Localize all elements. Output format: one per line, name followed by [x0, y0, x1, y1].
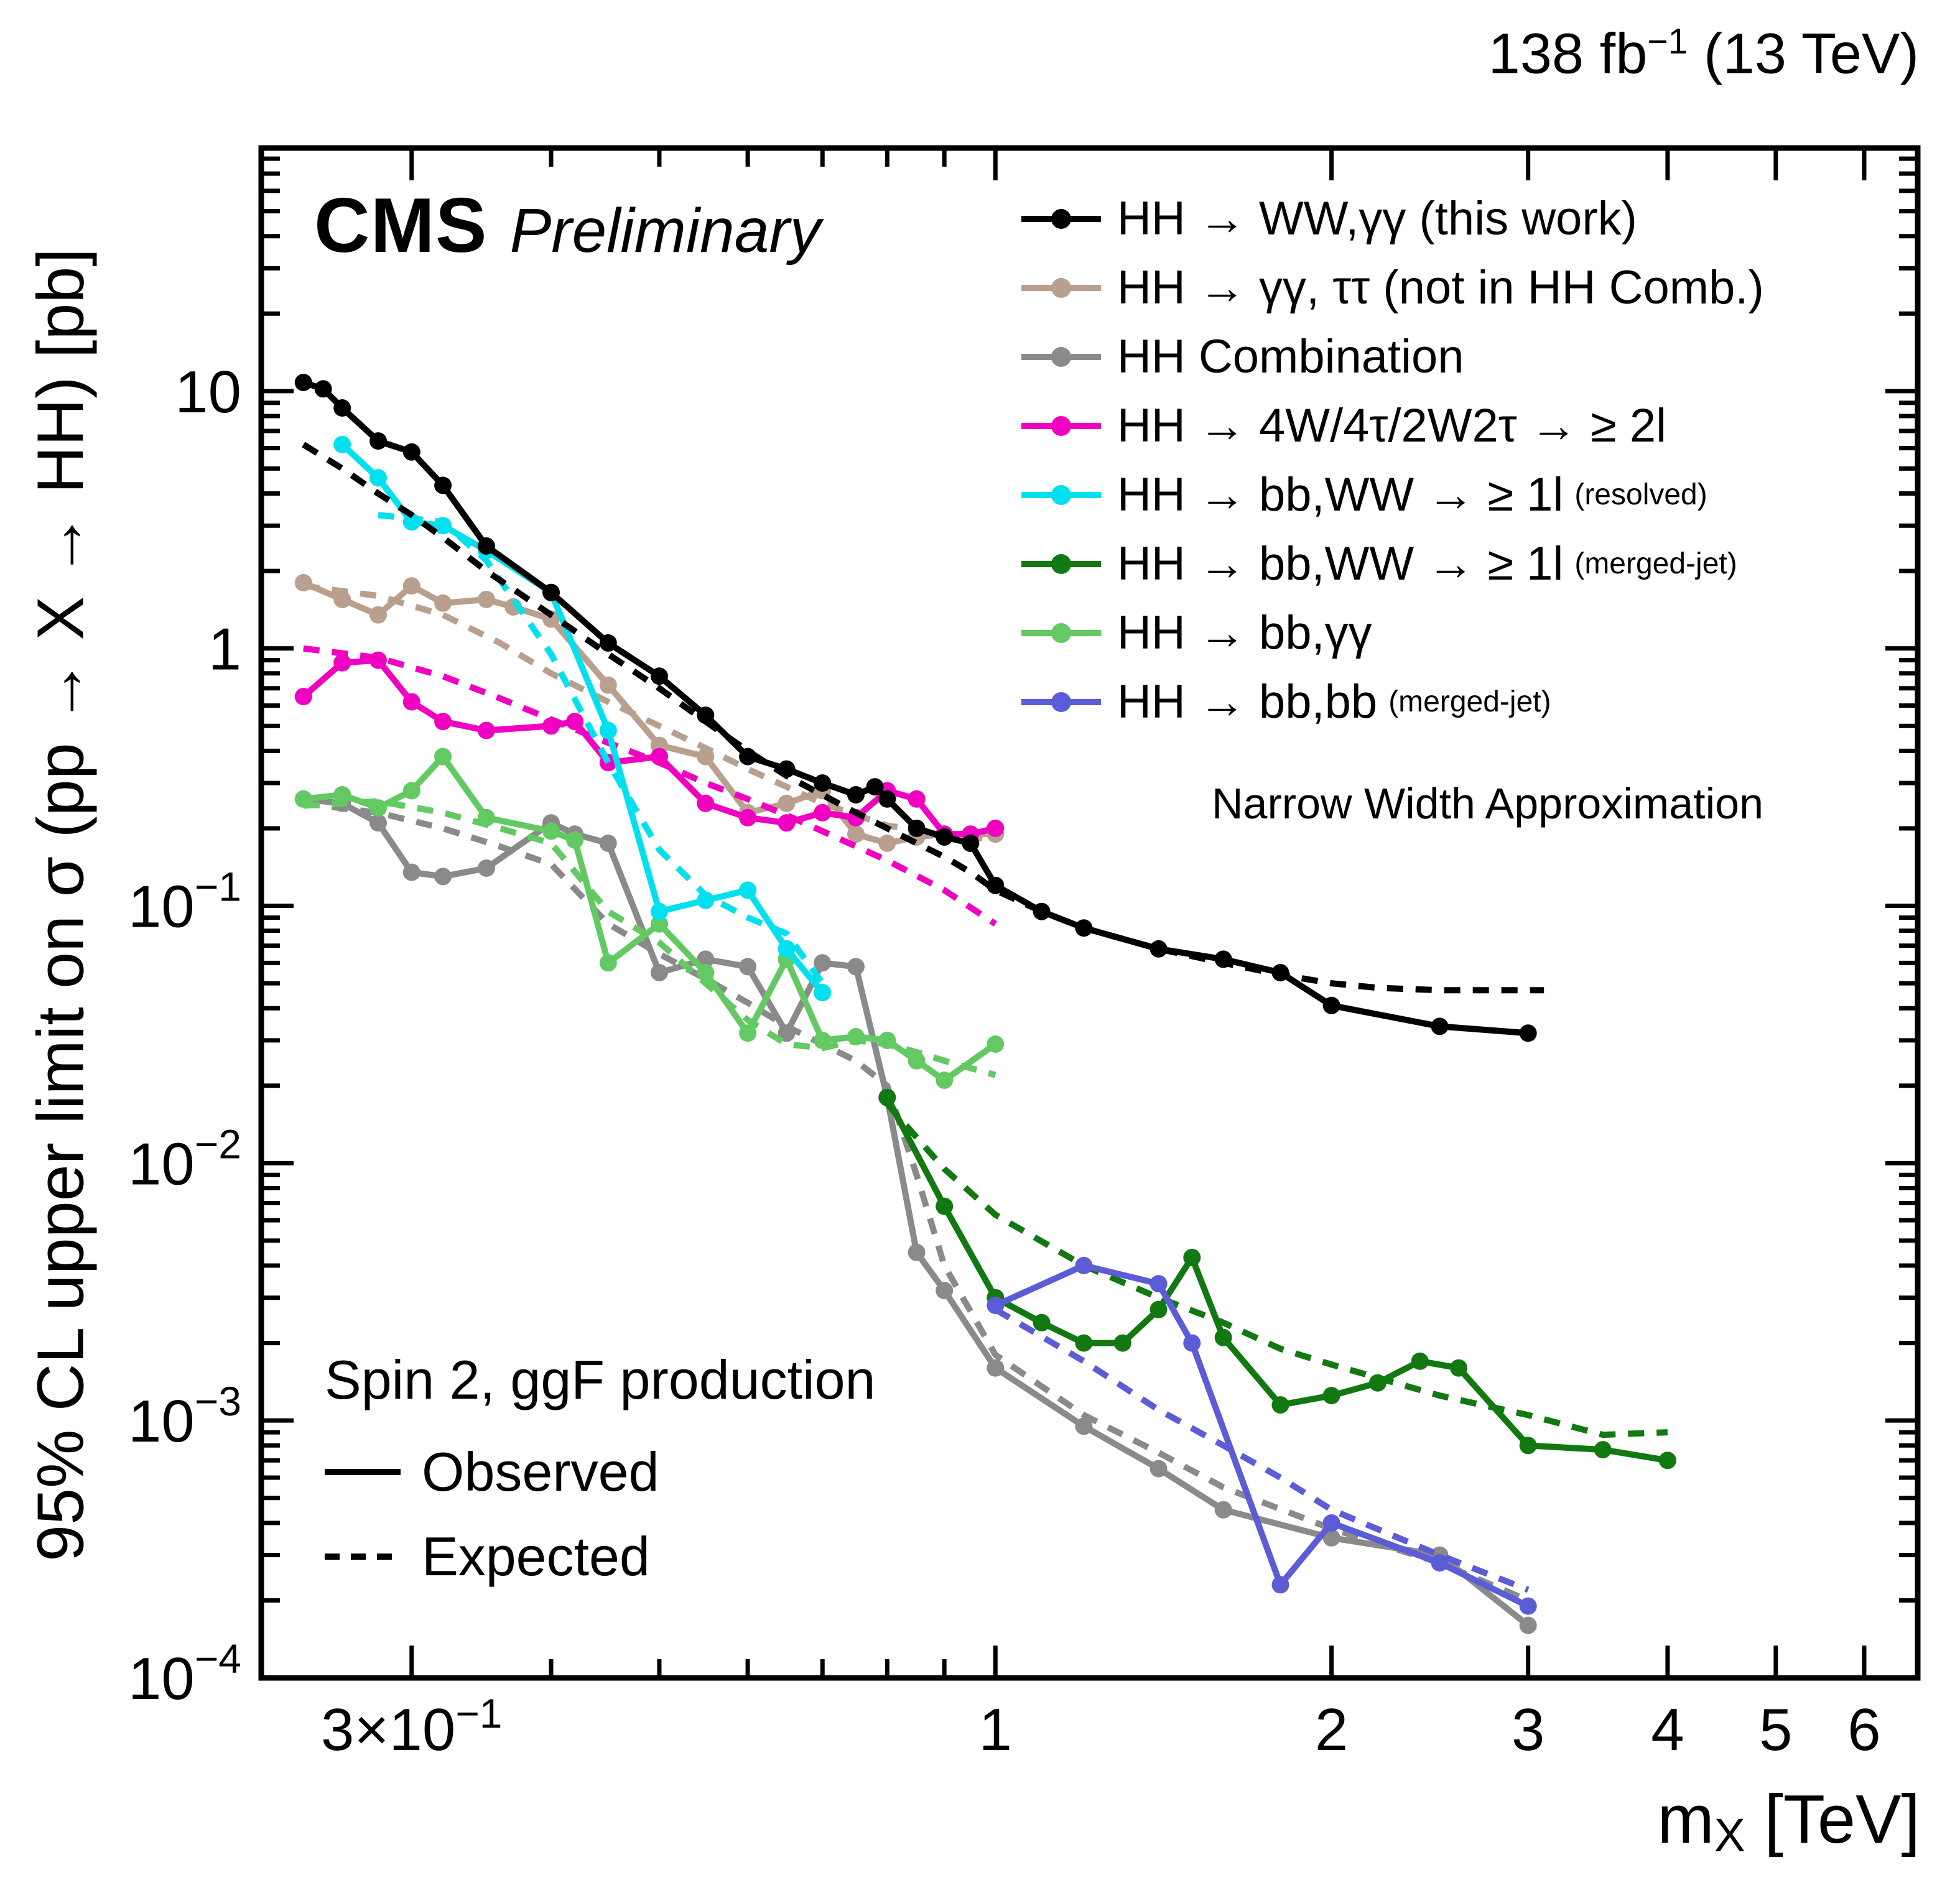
legend-item-note: (merged-jet) — [1574, 547, 1737, 580]
legend-item-label: HH → bb,WW → ≥ 1l — [1117, 537, 1564, 590]
svg-text:10−2: 10−2 — [128, 1121, 241, 1197]
legend-item-label: HH Combination — [1117, 330, 1464, 383]
dashed-line-sample — [325, 1554, 401, 1560]
legend-marker-icon — [1021, 553, 1101, 575]
solid-line-sample — [325, 1469, 401, 1475]
svg-text:5: 5 — [1759, 1697, 1792, 1763]
legend-item: HH → bb,WW → ≥ 1l (merged-jet) — [1021, 529, 1764, 598]
svg-text:3: 3 — [1512, 1697, 1544, 1763]
legend-marker-icon — [1021, 623, 1101, 644]
legend-item: HH → 4W/4τ/2W2τ → ≥ 2l — [1021, 391, 1764, 460]
legend-item-label: HH → bb,γγ — [1117, 606, 1372, 659]
observed-label: Observed — [422, 1441, 659, 1503]
expected-key: Expected — [325, 1525, 650, 1588]
legend-item-label: HH → γγ, ττ (not in HH Comb.) — [1117, 261, 1764, 314]
legend-item: HH → bb,γγ — [1021, 598, 1764, 667]
legend-marker-icon — [1021, 346, 1101, 368]
svg-text:6: 6 — [1847, 1697, 1880, 1763]
x-title-units: [TeV] — [1745, 1781, 1920, 1858]
lumi-pre: 138 fb — [1488, 22, 1648, 86]
lumi-post: (13 TeV) — [1688, 22, 1919, 86]
legend-item: HH → bb,WW → ≥ 1l (resolved) — [1021, 460, 1764, 529]
svg-text:10−4: 10−4 — [128, 1636, 241, 1712]
experiment-title: CMS Preliminary — [314, 182, 821, 270]
svg-text:10−3: 10−3 — [128, 1378, 241, 1455]
spin-hypothesis-label: Spin 2, ggF production — [325, 1349, 876, 1410]
expected-label: Expected — [422, 1526, 650, 1587]
narrow-width-note: Narrow Width Approximation — [1212, 779, 1763, 828]
svg-text:1: 1 — [979, 1697, 1012, 1763]
legend: HH → WW,γγ (this work) HH → γγ, ττ (not i… — [1021, 184, 1764, 736]
legend-item-label: HH → 4W/4τ/2W2τ → ≥ 2l — [1117, 399, 1667, 452]
observed-key: Observed — [325, 1440, 659, 1504]
x-axis-title: mX [TeV] — [1657, 1780, 1920, 1861]
lumi-superscript: −1 — [1647, 22, 1688, 62]
svg-text:10−1: 10−1 — [128, 864, 241, 940]
legend-item-label: HH → bb,WW → ≥ 1l — [1117, 468, 1564, 521]
legend-item-label: HH → WW,γγ (this work) — [1117, 192, 1637, 245]
legend-item-label: HH → bb,bb — [1117, 675, 1378, 728]
legend-marker-icon — [1021, 692, 1101, 713]
legend-marker-icon — [1021, 208, 1101, 229]
legend-item-note: (merged-jet) — [1388, 685, 1551, 718]
preliminary-label: Preliminary — [509, 196, 821, 266]
svg-text:1: 1 — [208, 616, 241, 683]
svg-text:10: 10 — [175, 359, 241, 425]
legend-marker-icon — [1021, 484, 1101, 506]
legend-marker-icon — [1021, 277, 1101, 299]
x-title-symbol: m — [1657, 1781, 1714, 1858]
x-title-subscript: X — [1714, 1808, 1745, 1861]
y-axis-title: 95% CL upper limit on σ (pp → X → HH) [p… — [24, 248, 98, 1562]
svg-text:2: 2 — [1315, 1697, 1348, 1763]
legend-marker-icon — [1021, 415, 1101, 437]
legend-item: HH → γγ, ττ (not in HH Comb.) — [1021, 253, 1764, 322]
luminosity-label: 138 fb−1 (13 TeV) — [1489, 21, 1919, 86]
legend-item: HH → bb,bb (merged-jet) — [1021, 667, 1764, 736]
svg-text:4: 4 — [1651, 1697, 1684, 1763]
legend-item: HH Combination — [1021, 322, 1764, 391]
legend-item: HH → WW,γγ (this work) — [1021, 184, 1764, 253]
legend-item-note: (resolved) — [1574, 478, 1707, 511]
cms-logo-text: CMS — [314, 183, 488, 269]
svg-text:3×10−1: 3×10−1 — [321, 1690, 502, 1763]
